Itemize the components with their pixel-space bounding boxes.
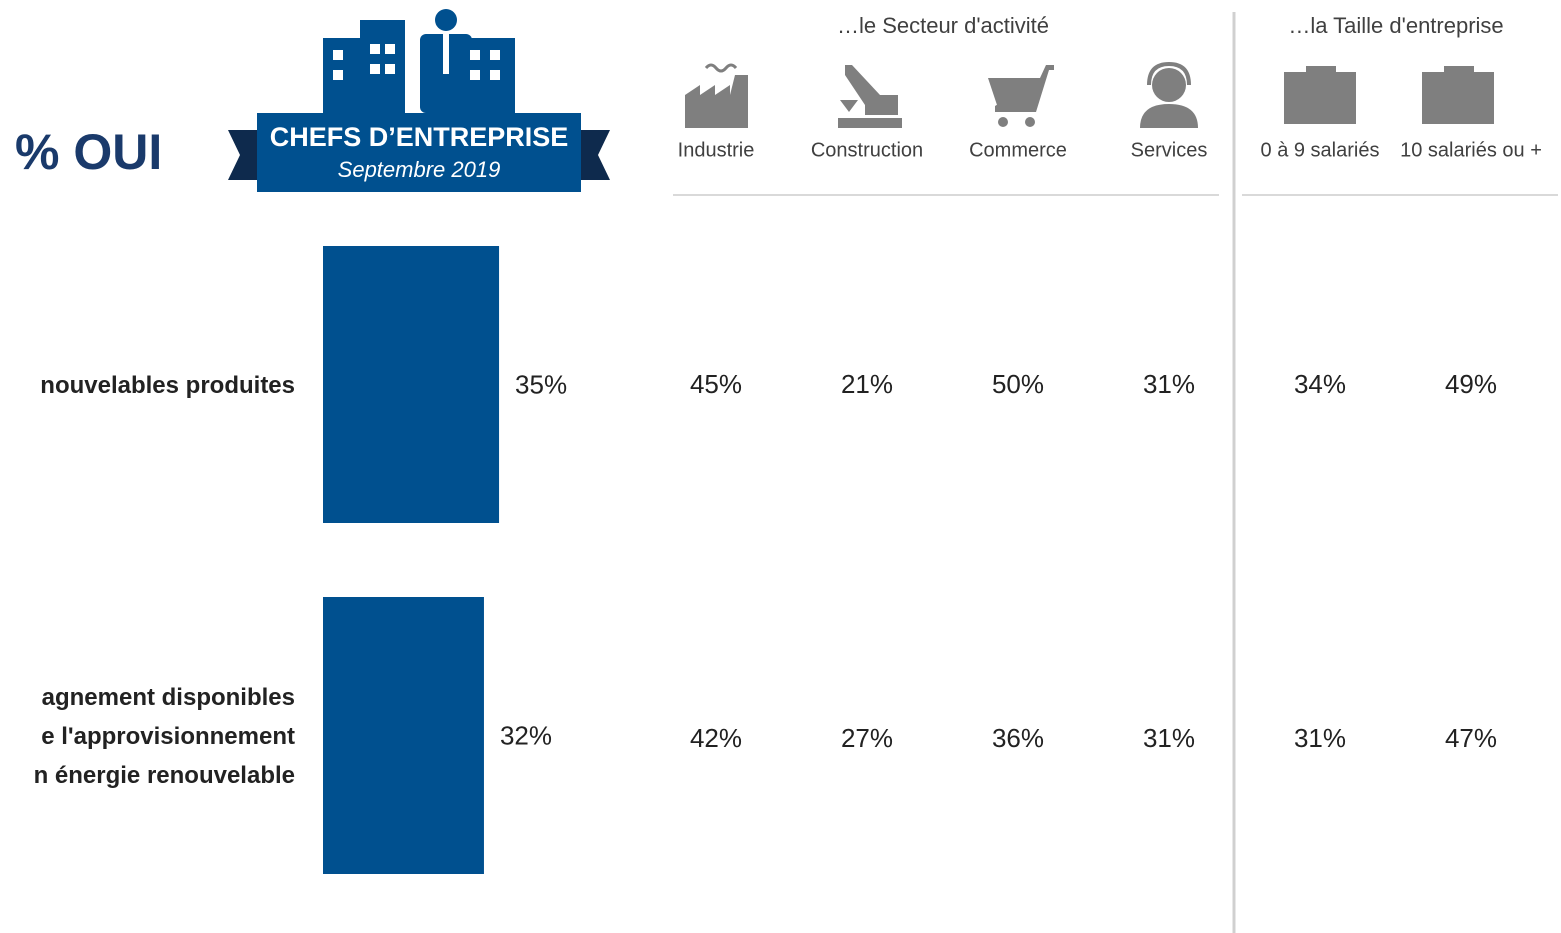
icons: [685, 61, 1494, 128]
cell: 49%: [1445, 369, 1497, 399]
cell: 31%: [1294, 723, 1346, 753]
cell: 34%: [1294, 369, 1346, 399]
value-label: 35%: [515, 369, 567, 399]
group-title: …le Secteur d'activité: [837, 13, 1049, 38]
category-label: nouvelables produites: [40, 372, 295, 399]
column-label: Construction: [811, 139, 923, 161]
category-label: e l'approvisionnement: [41, 723, 295, 750]
column-label: Services: [1131, 139, 1208, 161]
column-label: 0 à 9 salariés: [1261, 139, 1380, 161]
cell: 21%: [841, 369, 893, 399]
cell: 36%: [992, 723, 1044, 753]
column-label: 10 salariés ou +: [1400, 139, 1542, 161]
column-label: Commerce: [969, 139, 1067, 161]
group-title: …la Taille d'entreprise: [1288, 13, 1503, 38]
badge-title: CHEFS D’ENTREPRISE: [270, 122, 569, 152]
badge: CHEFS D’ENTREPRISE Septembre 2019: [228, 9, 610, 192]
column-label: Industrie: [678, 139, 755, 161]
cell: 45%: [690, 369, 742, 399]
cell: 31%: [1143, 369, 1195, 399]
bar: [323, 246, 500, 523]
category-label: agnement disponibles: [42, 684, 295, 711]
cell: 42%: [690, 723, 742, 753]
cell: 27%: [841, 723, 893, 753]
bar: [323, 597, 484, 874]
badge-subtitle: Septembre 2019: [338, 157, 501, 182]
category-label: n énergie renouvelable: [34, 762, 295, 789]
cell: 47%: [1445, 723, 1497, 753]
title: % OUI: [15, 124, 162, 180]
cell: 50%: [992, 369, 1044, 399]
value-label: 32%: [500, 720, 552, 750]
cell: 31%: [1143, 723, 1195, 753]
